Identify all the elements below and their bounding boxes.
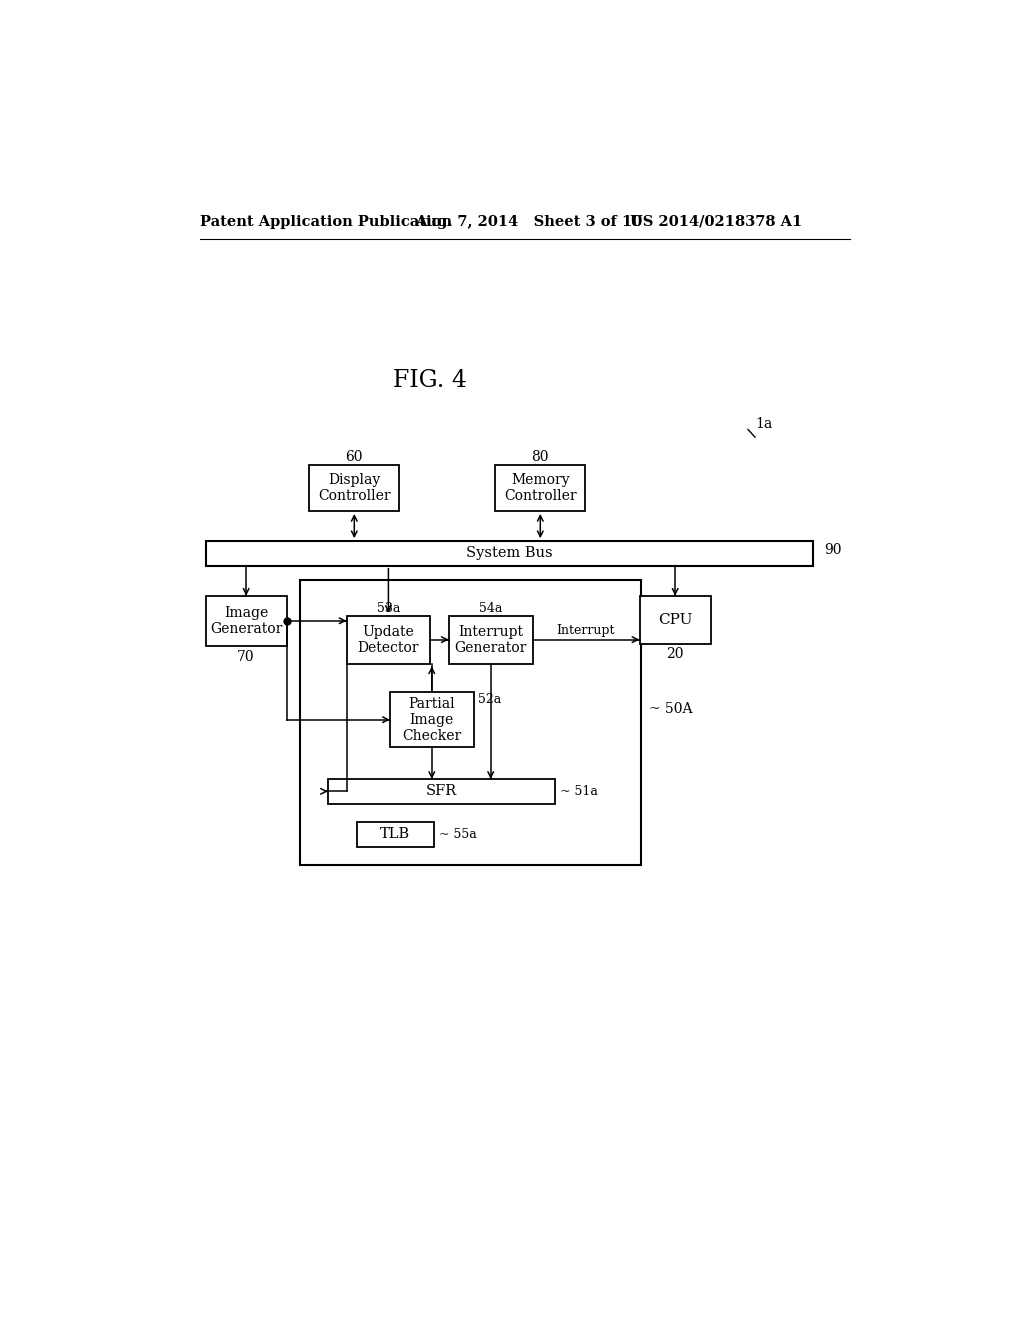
Bar: [309, 465, 399, 511]
Text: Image
Generator: Image Generator: [210, 606, 283, 636]
Text: Memory
Controller: Memory Controller: [504, 473, 577, 503]
Bar: [449, 615, 532, 664]
Bar: [206, 541, 813, 566]
Text: 1a: 1a: [756, 417, 773, 432]
Text: 70: 70: [238, 649, 255, 664]
Text: TLB: TLB: [380, 828, 411, 841]
Text: 90: 90: [824, 544, 842, 557]
Bar: [300, 581, 641, 866]
Text: CPU: CPU: [657, 612, 692, 627]
Bar: [640, 595, 711, 644]
Bar: [206, 595, 287, 645]
Text: Patent Application Publication: Patent Application Publication: [200, 215, 452, 228]
Text: Display
Controller: Display Controller: [318, 473, 390, 503]
Text: 20: 20: [667, 647, 684, 661]
Text: System Bus: System Bus: [466, 546, 553, 561]
Text: Partial
Image
Checker: Partial Image Checker: [402, 697, 462, 743]
Text: 52a: 52a: [478, 693, 502, 706]
Text: ~ 50A: ~ 50A: [649, 702, 692, 715]
Bar: [356, 822, 434, 847]
Text: US 2014/0218378 A1: US 2014/0218378 A1: [630, 215, 803, 228]
Text: Interrupt
Generator: Interrupt Generator: [455, 624, 527, 655]
Bar: [328, 779, 555, 804]
Text: 53a: 53a: [377, 602, 400, 615]
Text: Aug. 7, 2014   Sheet 3 of 10: Aug. 7, 2014 Sheet 3 of 10: [415, 215, 642, 228]
Text: ~ 55a: ~ 55a: [438, 828, 476, 841]
Text: 54a: 54a: [479, 602, 503, 615]
Text: Update
Detector: Update Detector: [357, 624, 419, 655]
Text: 60: 60: [345, 450, 364, 465]
Bar: [390, 692, 474, 747]
Text: FIG. 4: FIG. 4: [393, 368, 467, 392]
Bar: [496, 465, 586, 511]
Text: 80: 80: [531, 450, 549, 465]
Text: Interrupt: Interrupt: [557, 624, 615, 638]
Text: ~ 51a: ~ 51a: [560, 785, 598, 797]
Bar: [346, 615, 430, 664]
Text: SFR: SFR: [426, 784, 457, 799]
